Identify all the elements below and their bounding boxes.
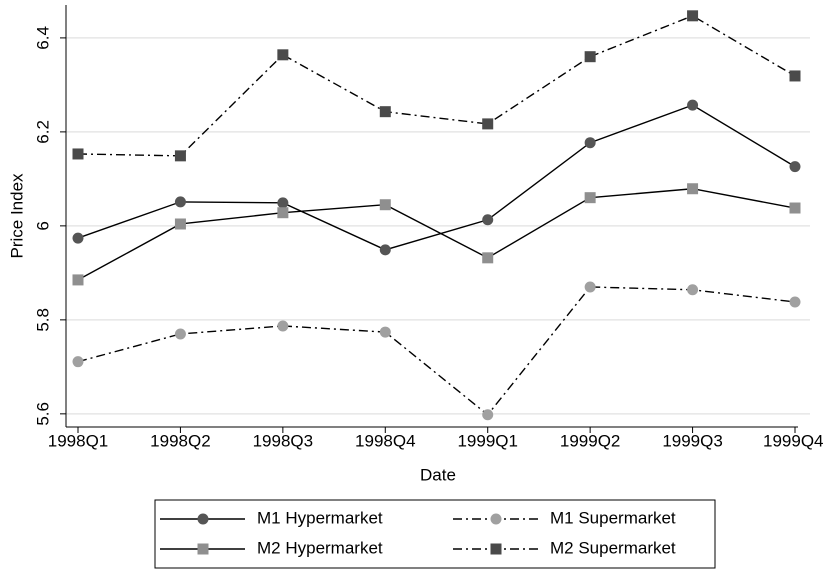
data-point: [584, 192, 596, 204]
data-point: [72, 232, 84, 244]
data-point: [379, 244, 391, 256]
data-point: [379, 199, 391, 211]
x-tick-label: 1999Q1: [457, 431, 518, 450]
data-point: [789, 70, 801, 82]
x-tick-label: 1998Q3: [253, 431, 314, 450]
data-point: [482, 214, 494, 226]
data-point: [277, 320, 289, 332]
y-tick-label: 5.8: [33, 308, 52, 332]
data-point: [687, 99, 699, 111]
data-point: [277, 207, 289, 219]
data-point: [789, 296, 801, 308]
data-point: [174, 196, 186, 208]
data-point: [584, 281, 596, 293]
legend-box: [154, 499, 716, 569]
data-point: [789, 161, 801, 173]
data-point: [789, 202, 801, 214]
x-tick-label: 1999Q3: [662, 431, 723, 450]
data-point: [482, 118, 494, 130]
y-axis-title: Price Index: [7, 173, 26, 259]
legend-label: M1 Hypermarket: [257, 508, 383, 527]
data-point: [482, 409, 494, 421]
x-tick-label: 1998Q2: [150, 431, 211, 450]
x-tick-label: 1999Q2: [560, 431, 621, 450]
legend-label: M2 Supermarket: [550, 538, 676, 557]
y-tick-label: 5.6: [33, 402, 52, 426]
x-tick-label: 1998Q1: [48, 431, 109, 450]
data-point: [687, 183, 699, 195]
data-point: [584, 137, 596, 149]
data-point: [174, 218, 186, 230]
data-point: [174, 328, 186, 340]
legend-marker: [197, 543, 209, 555]
data-point: [379, 326, 391, 338]
legend-marker: [490, 543, 502, 555]
series-line: [77, 104, 796, 251]
legend-marker: [490, 513, 502, 525]
data-point: [277, 197, 289, 209]
series-line: [77, 286, 796, 416]
data-point: [72, 356, 84, 368]
data-point: [687, 284, 699, 296]
data-point: [277, 49, 289, 61]
legend-label: M2 Hypermarket: [257, 538, 383, 557]
x-tick-label: 1999Q4: [763, 431, 824, 450]
x-tick-label: 1998Q4: [355, 431, 416, 450]
data-point: [584, 51, 596, 63]
y-tick-label: 6.2: [33, 120, 52, 144]
series-line: [77, 188, 796, 281]
data-point: [482, 252, 494, 264]
y-tick-label: 6.4: [33, 26, 52, 50]
x-axis-title: Date: [420, 465, 456, 484]
data-point: [174, 150, 186, 162]
data-point: [687, 10, 699, 22]
data-point: [72, 274, 84, 286]
legend-label: M1 Supermarket: [550, 508, 676, 527]
y-tick-label: 6: [33, 221, 52, 230]
legend-marker: [197, 513, 209, 525]
data-point: [379, 106, 391, 118]
data-point: [72, 148, 84, 160]
